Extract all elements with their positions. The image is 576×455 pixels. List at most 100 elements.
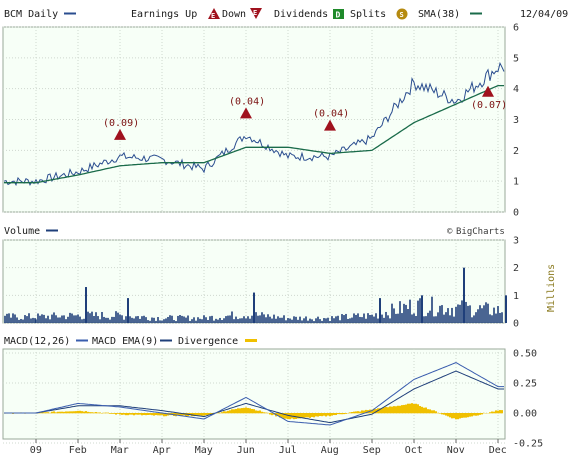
volume-bar — [8, 313, 10, 323]
divergence-bar — [107, 412, 109, 414]
earnings-annotation[interactable]: (0.09) — [103, 118, 139, 140]
volume-bar — [26, 316, 28, 323]
divergence-bar — [197, 413, 199, 416]
macd-tick-label: 0.50 — [513, 349, 537, 360]
volume-bar — [237, 319, 239, 323]
divergence-bar — [319, 413, 321, 416]
volume-bar — [183, 316, 185, 323]
volume-bar — [32, 317, 34, 323]
volume-tick-label: 3 — [513, 236, 519, 247]
volume-bar — [171, 315, 173, 323]
volume-bar — [28, 313, 30, 323]
divergence-bar — [361, 410, 363, 414]
divergence-bar — [67, 411, 69, 414]
volume-bar — [293, 316, 295, 323]
volume-bar — [439, 305, 441, 323]
divergence-bar — [143, 413, 145, 415]
volume-bar — [157, 317, 159, 323]
volume-bar — [317, 316, 319, 323]
price-grid — [3, 26, 505, 213]
volume-bar — [375, 313, 377, 323]
macd-panel: MACD(12,26) MACD EMA(9) Divergence 0.500… — [2, 336, 543, 450]
dividends-icon — [333, 9, 344, 19]
earnings-annotation-label: (0.04) — [229, 96, 265, 107]
volume-bar — [35, 319, 37, 323]
divergence-bar — [427, 409, 429, 414]
volume-bar — [325, 318, 327, 323]
divergence-bar — [209, 413, 211, 415]
volume-bar — [125, 316, 127, 323]
volume-bar — [447, 308, 449, 323]
divergence-bar — [153, 413, 155, 416]
divergence-bar — [355, 411, 357, 414]
splits-icon — [396, 8, 408, 20]
volume-bar — [175, 321, 177, 323]
divergence-bar — [379, 408, 381, 414]
volume-bar — [169, 315, 171, 323]
divergence-bar — [65, 411, 67, 414]
divergence-bar — [401, 405, 403, 414]
earnings-annotation[interactable]: (0.04) — [229, 96, 265, 119]
volume-bar — [471, 317, 473, 323]
divergence-bar — [359, 411, 361, 414]
divergence-bar — [225, 411, 227, 414]
divergence-bar — [307, 413, 309, 418]
volume-bar — [433, 316, 435, 323]
divergence-bar — [477, 413, 479, 416]
chart-header: BCM Daily Earnings Up E Down E Dividends… — [4, 8, 568, 20]
price-tick-label: 4 — [513, 84, 519, 95]
volume-bar — [247, 316, 249, 323]
divergence-bar — [241, 408, 243, 414]
volume-bar — [20, 318, 22, 323]
volume-bar — [59, 317, 61, 323]
divergence-bar — [271, 413, 273, 416]
earnings-up-icon — [240, 107, 252, 119]
volume-bar — [363, 313, 365, 323]
volume-bar — [271, 318, 273, 323]
divergence-bar — [81, 411, 83, 414]
volume-bar — [257, 315, 259, 323]
volume-bar — [313, 321, 315, 323]
volume-bar — [361, 317, 363, 323]
divergence-bar — [455, 413, 457, 420]
earnings-up-icon-letter: E — [211, 12, 215, 20]
earnings-annotation-label: (0.04) — [313, 109, 349, 120]
volume-bar — [123, 319, 125, 323]
volume-bar — [129, 316, 131, 323]
divergence-bar — [285, 413, 287, 419]
divergence-bar — [79, 410, 81, 414]
volume-bar — [89, 313, 91, 323]
earnings-annotation[interactable]: (0.04) — [313, 109, 349, 131]
divergence-bar — [441, 413, 443, 415]
divergence-bar — [343, 413, 345, 415]
volume-bar — [417, 300, 419, 323]
month-label: Jul — [279, 445, 297, 455]
divergence-bar — [109, 413, 111, 414]
earnings-down-icon — [250, 8, 262, 19]
divergence-bar — [207, 413, 209, 416]
volume-bar — [305, 316, 307, 323]
volume-bar — [4, 315, 6, 323]
divergence-bar — [309, 413, 311, 418]
volume-bar — [307, 320, 309, 323]
divergence-bar — [93, 412, 95, 414]
divergence-bar — [133, 413, 135, 416]
divergence-bar — [425, 407, 427, 414]
divergence-bar — [447, 413, 449, 417]
volume-bar — [61, 315, 63, 323]
macd-ema-series-line — [4, 370, 504, 424]
volume-bar — [297, 319, 299, 323]
volume-bar — [14, 314, 16, 323]
volume-bar — [229, 315, 231, 323]
month-label: Aug — [321, 445, 339, 455]
divergence-bar — [495, 410, 497, 414]
earnings-annotation[interactable]: (0.07) — [471, 85, 507, 111]
volume-spike-bar — [505, 295, 507, 323]
volume-bar — [219, 317, 221, 323]
volume-bar — [365, 318, 367, 323]
divergence-bar — [73, 411, 75, 414]
divergence-bar — [155, 413, 157, 416]
volume-bar — [281, 317, 283, 323]
divergence-bar — [373, 408, 375, 414]
volume-bar — [479, 305, 481, 323]
